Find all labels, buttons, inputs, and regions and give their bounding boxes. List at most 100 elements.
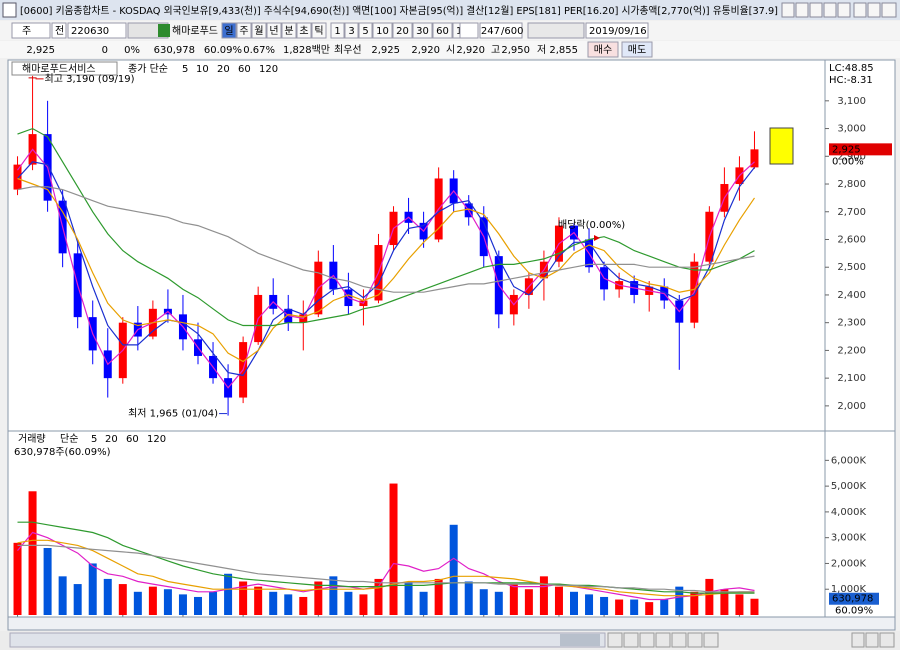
zoom-button[interactable]	[851, 632, 865, 648]
low-annotation: 최저 1,965 (01/04)	[128, 408, 218, 420]
volume-bar	[645, 602, 654, 615]
title-bar	[0, 0, 900, 20]
close-button[interactable]	[881, 2, 897, 18]
quote-high-label: 고	[491, 45, 500, 56]
buy-button[interactable]	[587, 41, 619, 58]
volume-bar	[314, 581, 323, 615]
sell-button[interactable]	[621, 41, 653, 58]
nav-buttons[interactable]	[607, 632, 895, 648]
count-input[interactable]	[479, 22, 523, 39]
interval-button[interactable]	[311, 22, 327, 39]
quote-amount: 1,828백만	[283, 44, 330, 56]
tool-buttons[interactable]	[527, 22, 585, 39]
minimize-button[interactable]	[853, 2, 867, 18]
volume-bar	[269, 591, 278, 615]
y-tick-label: 6,000K	[831, 455, 867, 466]
minute-button[interactable]	[372, 22, 393, 39]
interval-button[interactable]	[266, 22, 282, 39]
minute-button[interactable]	[330, 22, 345, 39]
window-button[interactable]	[795, 2, 809, 18]
window-button[interactable]	[781, 2, 795, 18]
market-select[interactable]	[51, 22, 67, 39]
minute-button[interactable]	[392, 22, 413, 39]
chart-title: 거래량	[18, 433, 46, 445]
interval-label: 주	[239, 26, 248, 37]
interval-button[interactable]	[221, 22, 237, 39]
interval-button[interactable]	[281, 22, 297, 39]
interval-label: 일	[224, 25, 233, 37]
date-input[interactable]	[585, 22, 649, 39]
y-tick-label: 2,800	[837, 179, 866, 190]
zoom-button[interactable]	[879, 632, 895, 648]
y-tick-label: 2,000K	[831, 558, 867, 569]
interval-label: 분	[284, 25, 293, 37]
quote-ask: 2,925	[371, 45, 400, 56]
moving-average	[17, 127, 755, 327]
quote-change: 0	[102, 45, 108, 56]
period-select[interactable]	[11, 22, 51, 39]
nav-button[interactable]	[639, 632, 655, 648]
window-button[interactable]	[823, 2, 837, 18]
interval-button[interactable]	[251, 22, 267, 39]
minute-button[interactable]	[412, 22, 433, 39]
dividend-arrow	[594, 235, 600, 241]
nav-button[interactable]	[687, 632, 703, 648]
chart-title: 해마로푸드서비스	[22, 62, 96, 75]
current-volume-box	[829, 592, 879, 605]
stock-code: 220630	[71, 26, 109, 37]
quote-low-label: 저	[537, 44, 546, 56]
scrollbar[interactable]	[9, 632, 606, 648]
stock-name: 해마로푸드	[172, 24, 218, 37]
y-tick-label: 2,200	[837, 345, 866, 356]
legend-entry: 60	[126, 434, 139, 445]
moving-average	[17, 148, 755, 389]
volume-bar	[284, 594, 293, 615]
quote-open-label: 시	[446, 44, 455, 56]
highlight-box	[769, 127, 794, 165]
moving-average	[17, 161, 755, 377]
scroll-thumb[interactable]	[560, 634, 600, 646]
interval-button[interactable]	[296, 22, 312, 39]
nav-button[interactable]	[607, 632, 623, 648]
code-input[interactable]	[67, 22, 127, 39]
x-axis-bar	[7, 616, 896, 631]
y-tick-label: 2,100	[837, 373, 866, 384]
market: 전	[55, 25, 64, 37]
volume-bar	[720, 589, 729, 615]
window-title: [0600] 키움종합차트 - KOSDAQ 외국인보유[9,433(천)] 주…	[20, 5, 778, 17]
volume-bar	[570, 591, 578, 615]
volume-bar	[449, 524, 458, 615]
candle-body	[13, 164, 22, 190]
window-button[interactable]	[837, 2, 851, 18]
y-tick-label: 2,700	[837, 207, 866, 218]
window-buttons[interactable]	[781, 2, 897, 18]
interval-button[interactable]	[236, 22, 252, 39]
nav-button[interactable]	[623, 632, 639, 648]
zoom-button[interactable]	[865, 632, 879, 648]
minute-button[interactable]	[344, 22, 359, 39]
volume-bar	[630, 599, 639, 615]
volume-bar	[103, 578, 112, 615]
legend-entry: 5	[182, 64, 188, 75]
stock-icon	[158, 24, 170, 37]
maximize-button[interactable]	[867, 2, 881, 18]
volume-bar	[690, 591, 699, 615]
volume-bar	[750, 598, 759, 615]
nav-button[interactable]	[703, 632, 719, 648]
minute-button[interactable]	[432, 22, 453, 39]
volume-bar	[329, 576, 338, 615]
volume-bar	[148, 586, 157, 615]
nav-button[interactable]	[655, 632, 671, 648]
minute-label: 10	[376, 26, 389, 37]
minute-button[interactable]	[358, 22, 373, 39]
window-button[interactable]	[809, 2, 823, 18]
quote-open: 2,920	[456, 45, 485, 56]
y-tick-label: 2,000	[837, 401, 866, 412]
volume-bar	[600, 596, 609, 615]
candle-body	[750, 149, 759, 168]
dropdown[interactable]	[459, 22, 479, 39]
volume-note: 630,978주(60.09%)	[14, 447, 111, 458]
nav-button[interactable]	[671, 632, 687, 648]
interval-buttons: 일주월년분초틱13510203060120	[221, 22, 479, 39]
quote-best-label: 최우선	[334, 44, 362, 56]
